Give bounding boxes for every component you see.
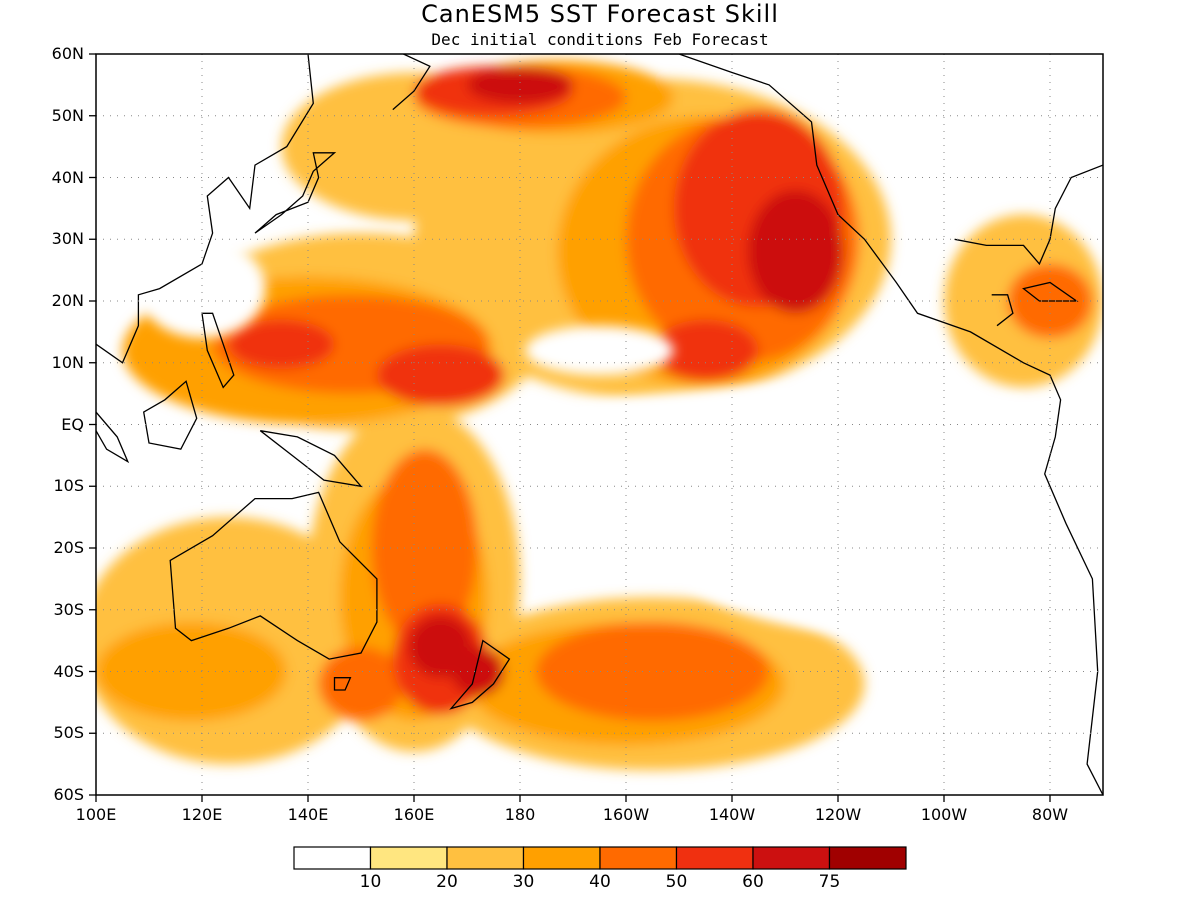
lon-tick-label: 160W <box>602 805 650 824</box>
lat-tick-label: 30S <box>53 599 84 619</box>
lon-tick-label: 180 <box>504 805 536 824</box>
lat-tick-label: 40S <box>53 661 84 681</box>
lat-tick-label: 50N <box>51 105 84 125</box>
skill-patch <box>228 319 335 369</box>
lon-tick-label: 140E <box>287 805 329 824</box>
lon-tick-label: 100W <box>920 805 968 824</box>
skill-patch <box>96 622 287 721</box>
asia-coast <box>96 54 314 364</box>
lat-tick-label: 20N <box>51 291 84 310</box>
colorbar-swatch <box>522 846 601 870</box>
colorbar-label: 30 <box>512 872 535 892</box>
gulf-coast <box>954 164 1103 266</box>
skill-patch <box>371 449 478 647</box>
lon-tick-label: 120E <box>181 805 223 824</box>
colorbar-swatch <box>369 846 448 870</box>
australia-coast <box>169 491 378 660</box>
lat-tick-label: 10S <box>53 476 84 496</box>
skill-field <box>96 60 1103 795</box>
skill-patch <box>535 622 770 721</box>
chart-subtitle: Dec initial conditions Feb Forecast <box>431 30 769 49</box>
chart-title: CanESM5 SST Forecast Skill <box>421 0 779 28</box>
low-skill-area <box>520 387 1103 487</box>
colorbar-swatch <box>828 846 907 870</box>
low-skill-area <box>880 634 1093 795</box>
lat-tick-label: EQ <box>61 414 84 434</box>
kamchatka-coast <box>392 54 431 111</box>
skill-patch <box>318 646 404 721</box>
lon-tick-label: 100E <box>75 805 117 824</box>
colorbar-label: 50 <box>665 872 688 892</box>
low-skill-area <box>525 325 674 376</box>
colorbar-swatch <box>293 846 372 870</box>
lat-tick-label: 60S <box>53 785 84 804</box>
lon-tick-label: 120W <box>814 805 862 824</box>
colorbar-swatch <box>675 846 754 870</box>
tasmania-coast <box>333 677 352 691</box>
colorbar-swatch <box>599 846 678 870</box>
skill-patch <box>747 189 844 314</box>
coastlines <box>96 54 1103 795</box>
lat-tick-label: 50S <box>53 723 84 743</box>
north-america-coast <box>626 54 1103 795</box>
new-zealand-coast <box>449 639 511 710</box>
lat-tick-label: 60N <box>51 44 84 63</box>
low-skill-area <box>138 239 266 339</box>
lat-tick-label: 40N <box>51 167 84 187</box>
yucatan-coast <box>991 294 1014 327</box>
colorbar-label: 10 <box>359 872 382 892</box>
lon-tick-label: 160E <box>393 805 435 824</box>
skill-patch <box>467 66 573 104</box>
skill-patch <box>451 646 505 697</box>
colorbar-label: 75 <box>818 872 841 892</box>
lon-tick-label: 80W <box>1031 805 1069 824</box>
lat-tick-label: 20S <box>53 538 84 557</box>
sumatra-coast <box>96 411 130 464</box>
axis-ticks <box>89 53 1051 802</box>
colorbar-label: 60 <box>742 872 764 892</box>
japan-coast <box>254 152 337 234</box>
colorbar-swatch <box>752 846 831 870</box>
new-guinea-coast <box>259 430 363 488</box>
philippines-coast <box>201 312 235 389</box>
lon-tick-label: 140W <box>708 805 756 824</box>
colorbar <box>293 846 907 870</box>
lat-tick-label: 30N <box>51 229 84 249</box>
colorbar-label: 40 <box>589 872 611 892</box>
low-skill-area <box>679 486 1103 635</box>
lat-tick-label: 10N <box>51 352 84 372</box>
colorbar-label: 20 <box>436 872 458 892</box>
skill-patch <box>376 344 505 406</box>
colorbar-swatch <box>446 846 525 870</box>
borneo-coast <box>142 380 198 450</box>
